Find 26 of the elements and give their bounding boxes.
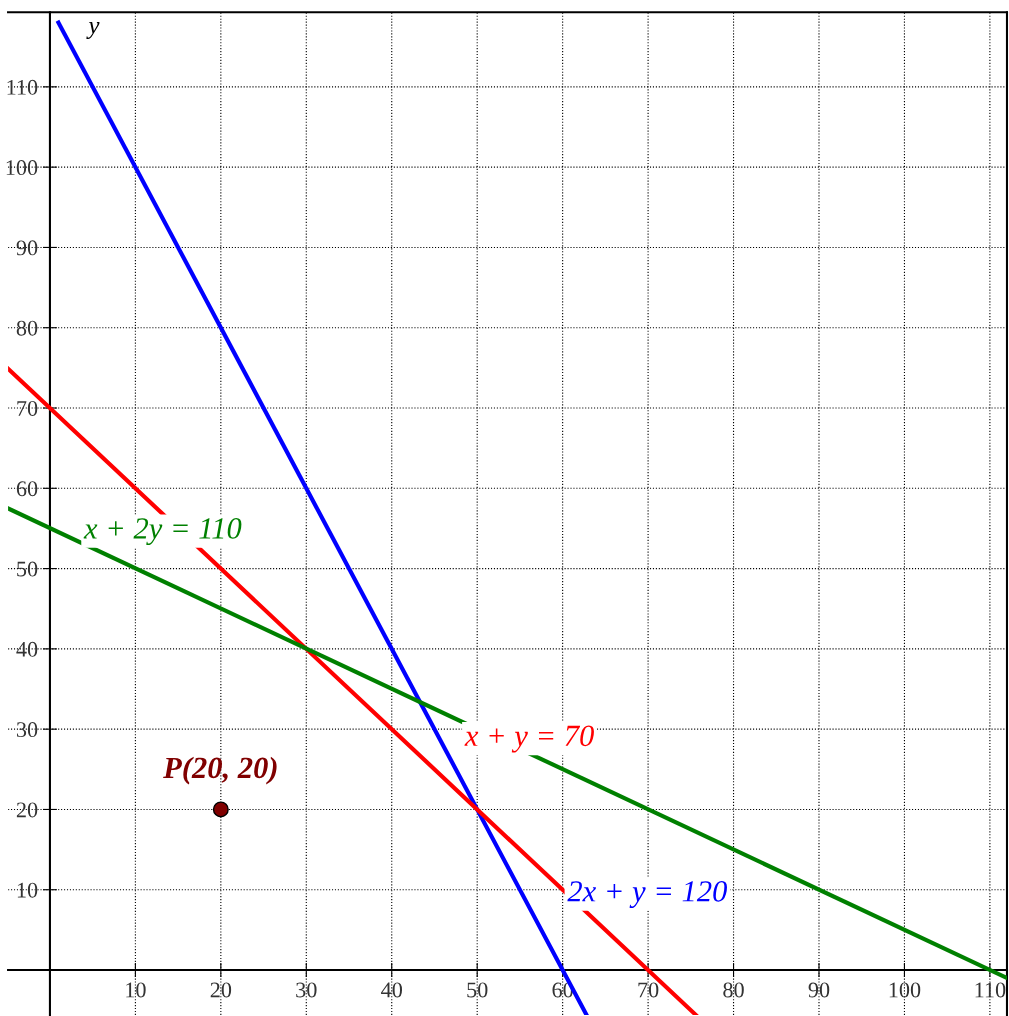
x-tick-label: 20	[210, 982, 232, 998]
y-tick-label: 70	[17, 400, 38, 416]
x-tick-label: 80	[723, 982, 744, 998]
y-tick-label: 100	[6, 160, 38, 176]
x-tick-label: 100	[889, 982, 921, 998]
x-tick-label: 10	[126, 982, 146, 998]
x-tick-label: 30	[296, 982, 317, 998]
series-label: x + y = 70	[464, 725, 594, 753]
x-tick-label: 110	[975, 982, 1006, 998]
y-tick-label: 110	[7, 79, 38, 95]
x-tick-label: 50	[467, 982, 488, 998]
series-label: P(20, 20)	[163, 756, 277, 785]
y-tick-label: 30	[16, 722, 38, 738]
y-tick-label: 50	[17, 561, 38, 577]
y-tick-label: 60	[16, 481, 38, 497]
y-tick-label: 20	[16, 802, 38, 818]
y-tick-label: 10	[17, 882, 38, 898]
x-tick-label: 40	[381, 982, 403, 998]
y-tick-label: 90	[16, 240, 38, 256]
y-axis-title: y	[86, 22, 100, 39]
y-tick-label: 40	[16, 641, 38, 657]
x-tick-label: 70	[638, 982, 659, 998]
y-tick-label: 80	[16, 320, 38, 336]
series-label: 2x + y = 120	[567, 881, 727, 908]
series-label: x + 2y = 110	[83, 518, 242, 546]
x-tick-label: 90	[808, 982, 830, 998]
